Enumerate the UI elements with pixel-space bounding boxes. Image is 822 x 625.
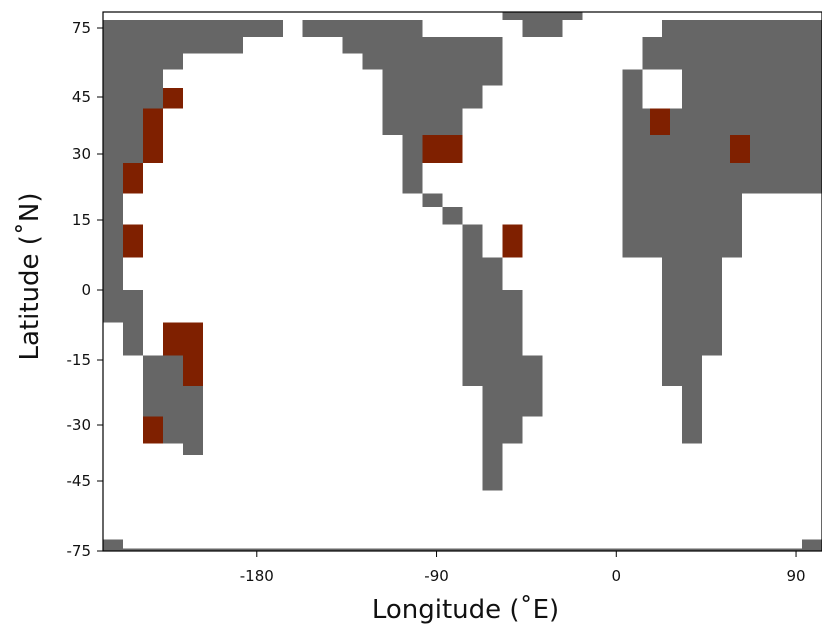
- land-cell: [342, 37, 503, 54]
- highlight-layer: [122, 87, 751, 444]
- land-cell: [762, 162, 783, 194]
- y-tick-label: -30: [67, 416, 92, 434]
- y-tick-label: 15: [72, 211, 91, 229]
- land-cell: [222, 20, 283, 38]
- land-cell: [362, 53, 503, 70]
- land-cell: [682, 386, 703, 417]
- land-cell: [402, 162, 423, 194]
- land-cell: [482, 443, 503, 470]
- land-cell: [382, 85, 483, 109]
- land-cell: [103, 193, 123, 225]
- land-cell: [462, 224, 483, 258]
- land-cell: [442, 206, 463, 225]
- land-cell: [622, 135, 822, 163]
- highlight-cell: [162, 322, 203, 356]
- highlight-cell: [122, 162, 143, 194]
- y-tick-label: -45: [67, 472, 92, 490]
- land-cell: [103, 85, 163, 109]
- land-cell: [682, 69, 822, 86]
- land-cell: [462, 322, 523, 356]
- y-tick-label: -15: [67, 351, 92, 369]
- highlight-cell: [422, 135, 463, 163]
- land-cell: [682, 85, 822, 109]
- land-cell: [462, 257, 503, 290]
- land-layer: [103, 12, 822, 551]
- highlight-cell: [650, 108, 671, 135]
- y-tick-label: 75: [72, 19, 91, 37]
- y-tick-label: 0: [81, 281, 91, 299]
- land-cell: [622, 69, 643, 86]
- highlight-cell: [122, 224, 143, 258]
- land-cell: [642, 37, 822, 54]
- land-cell: [103, 20, 123, 38]
- x-axis: -180 -90 0 90: [240, 551, 806, 585]
- land-cell: [142, 386, 203, 417]
- land-cell: [103, 539, 123, 549]
- highlight-cell: [142, 416, 163, 444]
- highlight-cell: [502, 224, 523, 258]
- land-cell: [382, 69, 503, 86]
- land-cell: [662, 355, 703, 386]
- land-cell: [622, 224, 743, 258]
- land-cell: [682, 416, 703, 444]
- land-cell: [482, 386, 543, 417]
- highlight-cell: [162, 87, 183, 109]
- x-tick-label: 90: [786, 567, 805, 585]
- land-cell: [622, 162, 763, 194]
- land-cell: [103, 224, 123, 258]
- land-cell: [782, 162, 822, 194]
- x-tick-label: -90: [424, 567, 449, 585]
- plot-area: [102, 11, 822, 552]
- land-cell: [103, 290, 143, 323]
- land-cell: [122, 322, 143, 356]
- land-cell: [122, 20, 183, 38]
- land-cell: [103, 69, 163, 86]
- land-cell: [182, 20, 223, 38]
- land-cell: [103, 53, 183, 70]
- land-cell: [462, 290, 523, 323]
- x-axis-title: Longitude (˚E): [372, 595, 559, 625]
- highlight-cell: [142, 135, 163, 163]
- land-cell: [482, 469, 503, 491]
- land-cell: [103, 257, 123, 290]
- land-cell: [622, 85, 643, 109]
- land-cell: [482, 416, 523, 444]
- plot-frame: [102, 11, 822, 552]
- y-tick-label: -75: [67, 542, 92, 560]
- land-cell: [642, 53, 822, 70]
- land-cell: [662, 257, 723, 290]
- land-cell: [103, 548, 822, 551]
- land-cell: [662, 322, 723, 356]
- land-cell: [103, 37, 243, 54]
- land-cell: [522, 20, 563, 38]
- land-cell: [182, 443, 203, 455]
- y-axis-title: Latitude (˚N): [15, 192, 45, 360]
- land-cell: [103, 135, 143, 163]
- land-cell: [662, 20, 822, 38]
- land-cell: [802, 539, 822, 549]
- land-cell: [662, 290, 723, 323]
- land-cell: [502, 12, 583, 20]
- x-tick-label: 0: [612, 567, 622, 585]
- highlight-cell: [730, 135, 751, 163]
- y-tick-label: 30: [72, 145, 91, 163]
- highlight-cell: [142, 108, 163, 135]
- x-tick-label: -180: [240, 567, 274, 585]
- y-axis: 75 45 30 15 0 -15 -30 -45 -75: [67, 19, 103, 560]
- land-cell: [382, 108, 463, 135]
- y-tick-label: 45: [72, 88, 91, 106]
- land-cell: [422, 193, 443, 207]
- land-cell: [622, 193, 743, 225]
- highlight-cell: [182, 355, 203, 386]
- land-cell: [462, 355, 543, 386]
- land-cell: [302, 20, 423, 38]
